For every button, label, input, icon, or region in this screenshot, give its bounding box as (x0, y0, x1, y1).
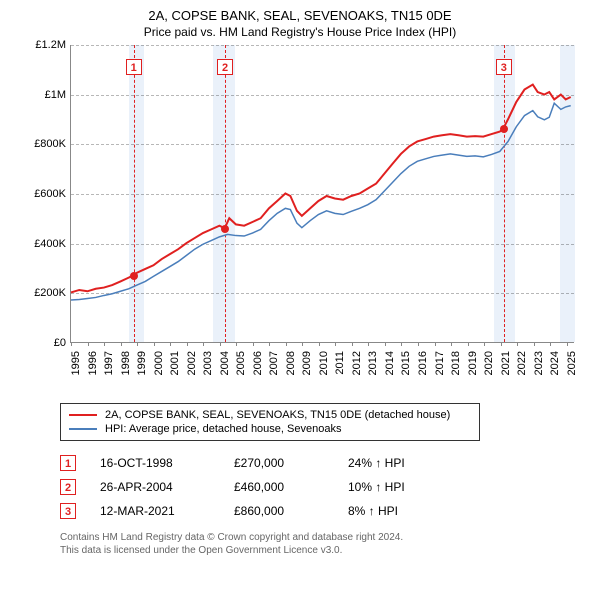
marker-row-date: 16-OCT-1998 (100, 456, 210, 470)
x-tick (71, 342, 72, 346)
legend-label: 2A, COPSE BANK, SEAL, SEVENOAKS, TN15 0D… (105, 409, 450, 421)
x-tick (368, 342, 369, 346)
marker-row-box: 3 (60, 503, 76, 519)
y-tick-label: £1M (26, 89, 66, 101)
marker-row-delta: 24% ↑ HPI (348, 456, 405, 470)
x-tick (352, 342, 353, 346)
x-tick (121, 342, 122, 346)
x-tick (253, 342, 254, 346)
x-tick (401, 342, 402, 346)
marker-dot (221, 225, 229, 233)
marker-row-date: 12-MAR-2021 (100, 504, 210, 518)
marker-dot (500, 125, 508, 133)
attribution-footer: Contains HM Land Registry data © Crown c… (60, 531, 590, 557)
footer-line: This data is licensed under the Open Gov… (60, 544, 590, 557)
x-tick-label: 2025 (566, 351, 586, 375)
chart-area: £0£200K£400K£600K£800K£1M£1.2M 123 19951… (26, 45, 586, 365)
x-tick (468, 342, 469, 346)
marker-row-price: £460,000 (234, 480, 324, 494)
legend-item: 2A, COPSE BANK, SEAL, SEVENOAKS, TN15 0D… (69, 408, 471, 422)
marker-row: 1 16-OCT-1998 £270,000 24% ↑ HPI (60, 451, 590, 475)
plot-region: 1 2 3 (70, 45, 574, 343)
x-tick (187, 342, 188, 346)
x-tick (269, 342, 270, 346)
marker-box: 2 (217, 59, 233, 75)
marker-row: 2 26-APR-2004 £460,000 10% ↑ HPI (60, 475, 590, 499)
x-tick (335, 342, 336, 346)
x-tick (88, 342, 89, 346)
x-tick (220, 342, 221, 346)
x-tick (534, 342, 535, 346)
y-tick-label: £600K (26, 188, 66, 200)
x-tick (302, 342, 303, 346)
marker-row-delta: 8% ↑ HPI (348, 504, 398, 518)
x-tick (517, 342, 518, 346)
x-tick (154, 342, 155, 346)
x-tick (203, 342, 204, 346)
marker-row: 3 12-MAR-2021 £860,000 8% ↑ HPI (60, 499, 590, 523)
legend: 2A, COPSE BANK, SEAL, SEVENOAKS, TN15 0D… (60, 403, 480, 441)
x-tick (418, 342, 419, 346)
chart-title: 2A, COPSE BANK, SEAL, SEVENOAKS, TN15 0D… (10, 8, 590, 23)
x-tick (137, 342, 138, 346)
series-property (71, 85, 571, 293)
footer-line: Contains HM Land Registry data © Crown c… (60, 531, 590, 544)
x-tick (501, 342, 502, 346)
legend-label: HPI: Average price, detached house, Seve… (105, 423, 341, 435)
y-tick-label: £0 (26, 337, 66, 349)
legend-swatch (69, 414, 97, 416)
legend-swatch (69, 428, 97, 430)
line-series-svg (71, 45, 574, 342)
marker-row-price: £270,000 (234, 456, 324, 470)
marker-box: 3 (496, 59, 512, 75)
chart-subtitle: Price paid vs. HM Land Registry's House … (10, 25, 590, 39)
x-tick (170, 342, 171, 346)
figure-container: 2A, COPSE BANK, SEAL, SEVENOAKS, TN15 0D… (0, 0, 600, 590)
x-tick (385, 342, 386, 346)
marker-row-box: 2 (60, 479, 76, 495)
marker-row-box: 1 (60, 455, 76, 471)
x-tick (286, 342, 287, 346)
y-tick-label: £1.2M (26, 39, 66, 51)
marker-table: 1 16-OCT-1998 £270,000 24% ↑ HPI 2 26-APR-200… (60, 451, 590, 523)
x-tick (484, 342, 485, 346)
x-tick (567, 342, 568, 346)
x-tick (550, 342, 551, 346)
marker-row-price: £860,000 (234, 504, 324, 518)
x-tick (236, 342, 237, 346)
y-tick-label: £800K (26, 138, 66, 150)
x-tick (435, 342, 436, 346)
marker-row-date: 26-APR-2004 (100, 480, 210, 494)
x-tick (319, 342, 320, 346)
y-tick-label: £400K (26, 238, 66, 250)
x-tick (104, 342, 105, 346)
x-tick (451, 342, 452, 346)
marker-dot (130, 272, 138, 280)
marker-row-delta: 10% ↑ HPI (348, 480, 405, 494)
y-tick-label: £200K (26, 287, 66, 299)
marker-box: 1 (126, 59, 142, 75)
legend-item: HPI: Average price, detached house, Seve… (69, 422, 471, 436)
